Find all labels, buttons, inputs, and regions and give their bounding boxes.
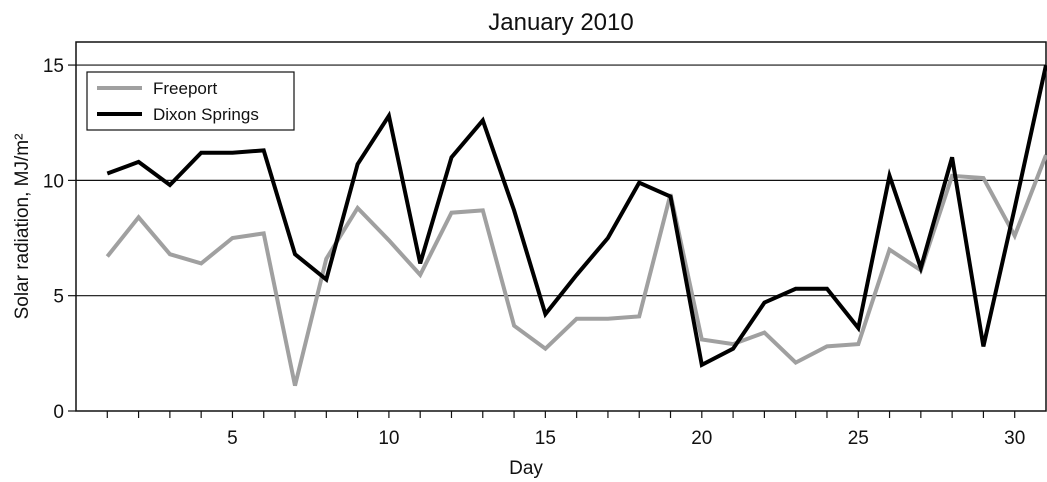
y-axis-label: Solar radiation, MJ/m² — [12, 134, 33, 320]
legend-label-dixon-springs: Dixon Springs — [153, 105, 259, 124]
x-tick-label-20: 20 — [691, 428, 712, 449]
plot-frame — [75, 41, 1047, 412]
legend-label-freeport: Freeport — [153, 79, 218, 98]
y-tick-label-0: 0 — [53, 402, 64, 423]
x-tick-label-10: 10 — [378, 428, 399, 449]
y-tick-label-10: 10 — [43, 171, 64, 192]
x-tick-label-25: 25 — [848, 428, 869, 449]
x-tick-label-30: 30 — [1004, 428, 1025, 449]
legend-box — [86, 71, 295, 131]
series-lines — [105, 64, 1047, 387]
y-tick-label-15: 15 — [43, 56, 64, 77]
legend: Freeport Dixon Springs — [86, 71, 295, 131]
chart-title: January 2010 — [488, 9, 633, 36]
x-tick-label-5: 5 — [227, 428, 238, 449]
axis-ticks: 5 10 15 20 25 30 0 5 10 15 — [43, 56, 1025, 449]
x-axis-label: Day — [509, 458, 543, 479]
y-tick-label-5: 5 — [53, 287, 64, 308]
series-line-freeport — [105, 154, 1047, 387]
series-line-dixon-springs — [106, 64, 1047, 368]
x-tick-label-15: 15 — [535, 428, 556, 449]
